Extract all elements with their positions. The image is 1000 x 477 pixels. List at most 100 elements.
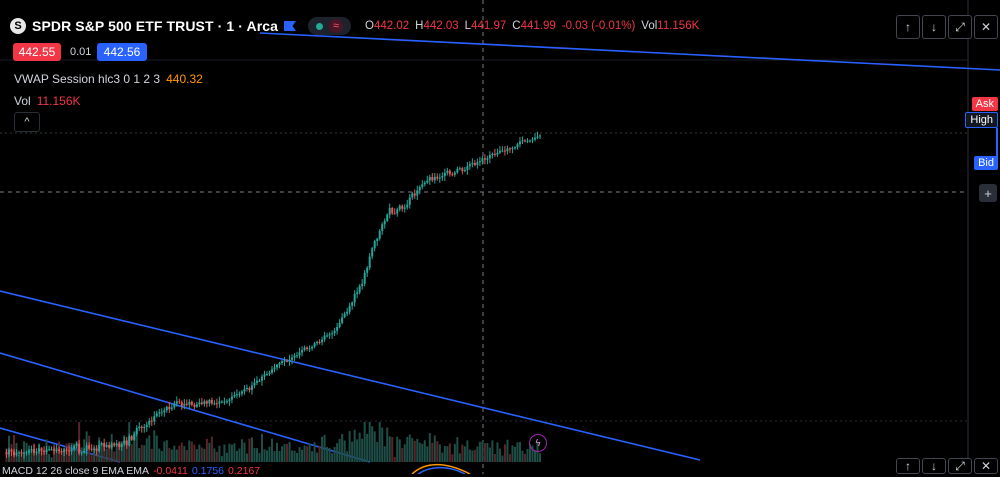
volume-bar: [120, 441, 123, 462]
trendlines[interactable]: [0, 32, 1000, 463]
candle-body: [516, 144, 519, 148]
candle-body: [128, 436, 131, 446]
volume-bar: [13, 435, 16, 462]
volume-bar: [170, 449, 173, 462]
candle-body: [265, 374, 268, 375]
candle-body: [273, 367, 276, 370]
candle-body: [456, 169, 459, 173]
macd-maximize-button[interactable]: ⤢: [948, 458, 972, 474]
candle-body: [143, 427, 146, 428]
volume-bar: [190, 441, 193, 462]
volume-bar: [260, 433, 263, 462]
candle-body: [168, 406, 171, 410]
candle-body: [483, 158, 486, 160]
volume-label: Vol: [14, 94, 31, 108]
candle-body: [383, 221, 386, 225]
candle-body: [155, 413, 158, 417]
volume-bar: [180, 442, 183, 462]
volume-bar: [381, 427, 384, 462]
volume-bar: [75, 441, 78, 462]
volume-bar: [118, 440, 121, 462]
candle-body: [35, 451, 38, 453]
move-up-button[interactable]: ↑: [896, 15, 920, 39]
sell-price-button[interactable]: 442.55: [13, 43, 61, 61]
candle-body: [363, 272, 366, 284]
candle-body: [306, 347, 309, 349]
candle-body: [68, 450, 71, 452]
close-pane-button[interactable]: ✕: [974, 15, 998, 39]
candle-body: [443, 172, 446, 176]
macd-down-button[interactable]: ↓: [922, 458, 946, 474]
ohlc-values: O442.02 H442.03 L441.97 C441.99 -0.03 (-…: [365, 20, 700, 32]
volume-bar: [373, 431, 376, 462]
candle-body: [366, 267, 369, 273]
volume-bar: [200, 447, 203, 462]
candle-body: [428, 177, 431, 181]
candle-body: [248, 388, 251, 390]
candle-body: [398, 205, 401, 210]
macd-up-button[interactable]: ↑: [896, 458, 920, 474]
volume-bar: [376, 442, 379, 462]
buy-price-button[interactable]: 442.56: [97, 43, 147, 61]
volume-bar: [326, 447, 329, 462]
candle-body: [148, 420, 151, 425]
candle-body: [528, 140, 531, 142]
status-pill[interactable]: ≈: [308, 17, 352, 35]
volume-bar: [518, 441, 521, 462]
macd-legend[interactable]: MACD 12 26 close 9 EMA EMA -0.0411 0.1756 0…: [2, 465, 260, 477]
candle-body: [5, 452, 8, 455]
volume-bar: [30, 450, 33, 462]
macd-close-button[interactable]: ✕: [974, 458, 998, 474]
volume-bar: [168, 447, 171, 462]
volume-bar: [501, 455, 504, 462]
candle-body: [388, 208, 391, 215]
candle-body: [83, 451, 86, 453]
candle-body: [539, 135, 541, 137]
volume-bar: [391, 437, 394, 462]
candle-body: [511, 148, 514, 149]
volume-bar: [50, 457, 53, 462]
candle-body: [341, 317, 344, 323]
candle-body: [518, 141, 521, 145]
vwap-value: 440.32: [166, 72, 203, 86]
candle-body: [28, 450, 31, 453]
volume-bar: [195, 449, 198, 462]
candle-body: [281, 361, 284, 363]
volume-legend[interactable]: Vol 11.156K: [14, 94, 81, 108]
candle-body: [253, 382, 256, 386]
candle-body: [373, 241, 376, 249]
candle-body: [53, 449, 56, 451]
candle-body: [185, 403, 188, 405]
move-down-button[interactable]: ↓: [922, 15, 946, 39]
candle-body: [18, 452, 21, 454]
volume-bar: [539, 453, 541, 462]
vwap-legend[interactable]: VWAP Session hlc3 0 1 2 3 440.32: [14, 72, 203, 86]
candle-body: [458, 168, 461, 170]
candle-body: [403, 207, 406, 209]
add-plus-icon[interactable]: +: [979, 184, 997, 202]
candle-body: [115, 443, 118, 446]
lightning-icon[interactable]: ϟ: [529, 434, 547, 452]
candle-body: [205, 401, 208, 404]
candle-body: [190, 401, 193, 405]
candle-body: [463, 170, 466, 171]
volume-bar: [436, 441, 439, 462]
volume-bar: [298, 447, 301, 462]
volume-bar: [165, 440, 168, 462]
candle-body: [476, 162, 479, 165]
candle-body: [318, 342, 321, 343]
collapse-legend-button[interactable]: ^: [14, 112, 40, 132]
candle-body: [316, 342, 319, 344]
candle-body: [23, 452, 26, 454]
flag-icon[interactable]: [284, 21, 297, 31]
maximize-pane-button[interactable]: ⤢: [948, 15, 972, 39]
volume-bar: [493, 453, 496, 462]
volume-bar: [263, 449, 266, 462]
candle-body: [331, 333, 334, 335]
symbol-title[interactable]: SPDR S&P 500 ETF TRUST · 1 · Arca: [32, 18, 279, 34]
candle-body: [240, 391, 243, 394]
candle-body: [466, 166, 469, 170]
candle-body: [63, 449, 66, 452]
volume-bar: [523, 453, 526, 462]
